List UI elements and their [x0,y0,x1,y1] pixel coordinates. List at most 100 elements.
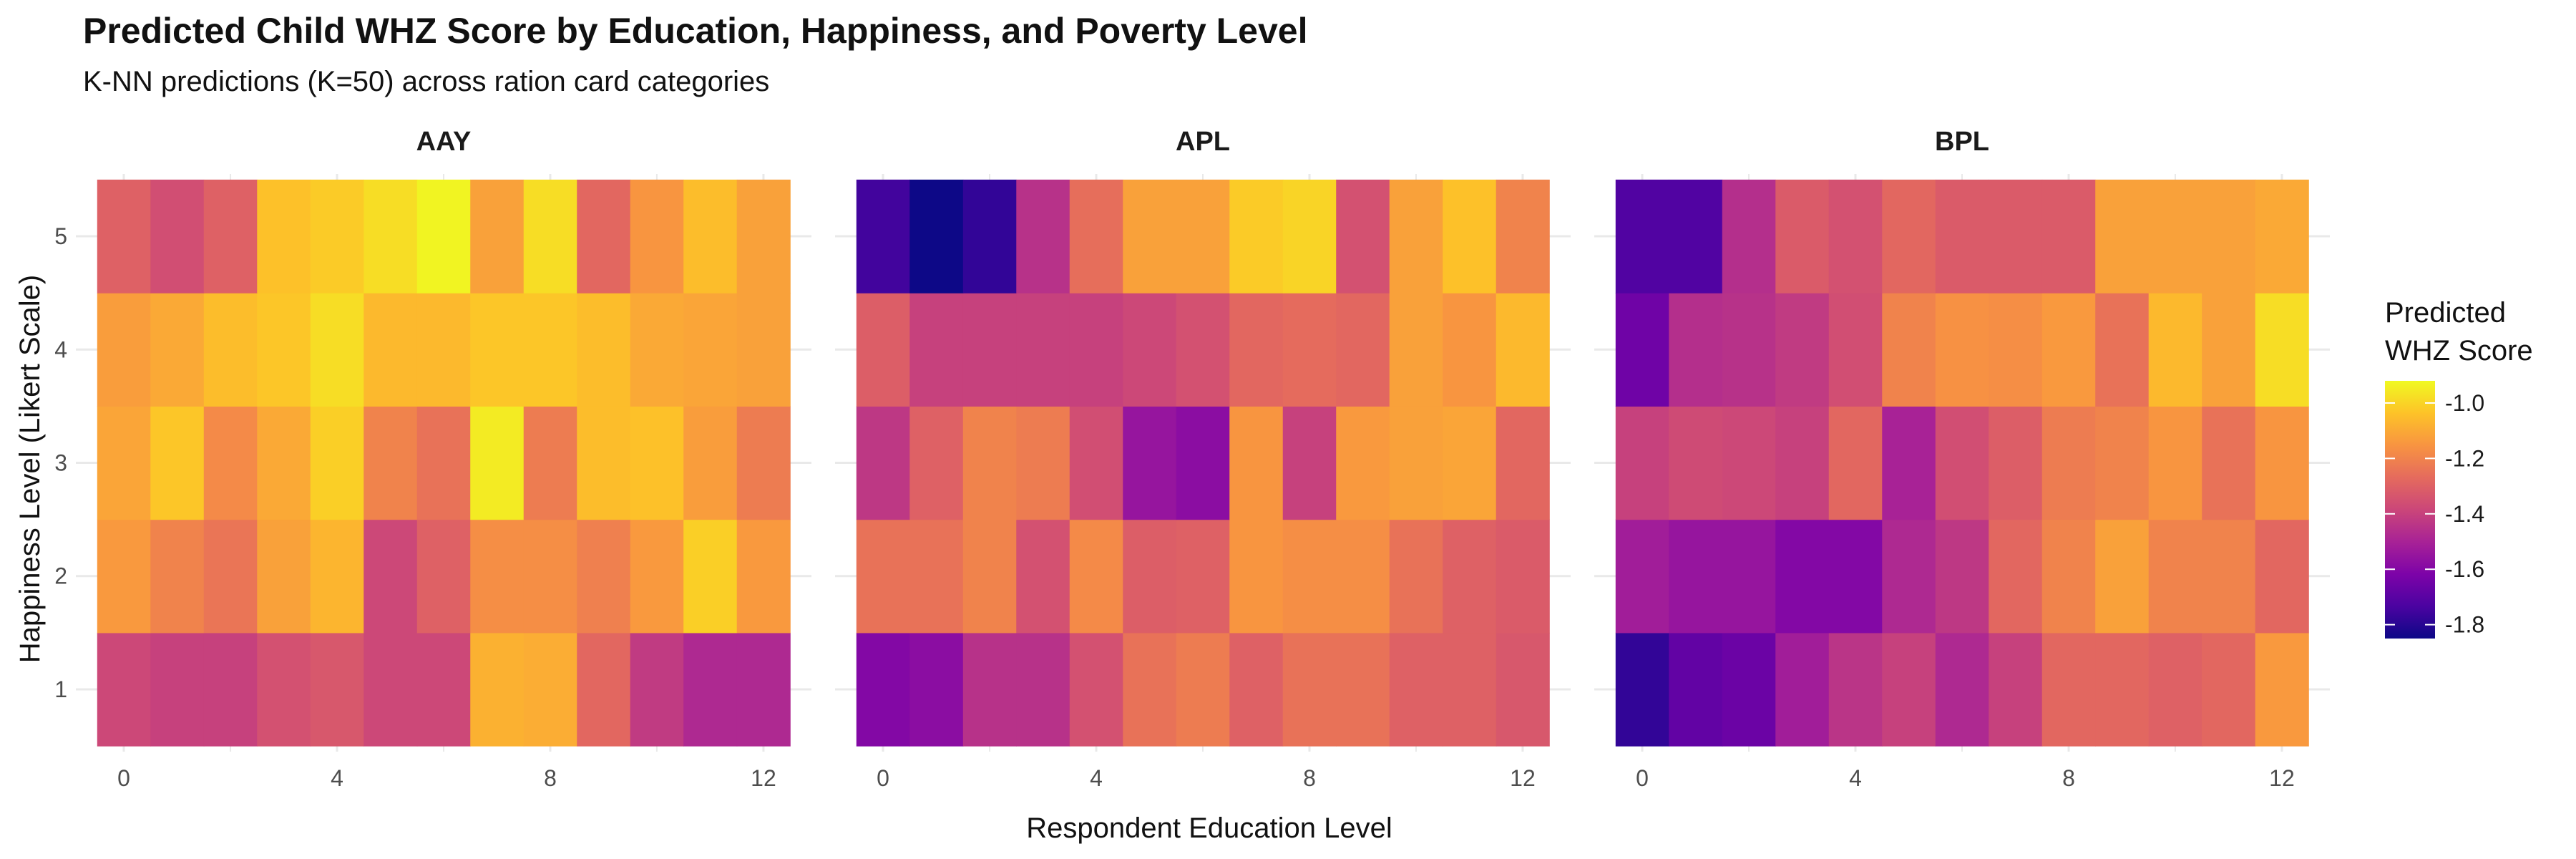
heatmap-cell [2148,179,2202,293]
heatmap-cell [203,519,258,634]
heatmap-cell [2095,179,2150,293]
heatmap-cell [523,179,577,293]
heatmap-cell [856,632,910,747]
x-tick-label: 12 [1510,765,1536,791]
heatmap-cell [1016,293,1070,407]
heatmap-cell [257,179,311,293]
heatmap-cell [856,519,910,634]
heatmap-cell [630,293,684,407]
heatmap-cell [1069,179,1123,293]
heatmap-cell [1496,179,1550,293]
legend-tick-label: -1.0 [2445,390,2484,416]
heatmap-cell [2202,293,2256,407]
heatmap-cell [470,179,525,293]
heatmap-cell [630,179,684,293]
color-legend: Predicted WHZ Score -1.0 -1.2 -1.4 -1.6 -1.8 [2385,297,2533,639]
heatmap-cell [97,632,151,747]
heatmap-cell [416,519,471,634]
heatmap-cell [310,632,364,747]
heatmap-cell [1176,519,1230,634]
heatmap-cell [1123,406,1177,520]
heatmap-cell [1176,406,1230,520]
heatmap-cell [2202,406,2256,520]
heatmap-cell [203,406,258,520]
heatmap-cell [2041,293,2096,407]
heatmap-cell [683,519,738,634]
heatmap-cell [1389,293,1443,407]
heatmap-cell [962,179,1017,293]
x-tick-label: 4 [1849,765,1862,791]
heatmap-cell [736,632,791,747]
chart-subtitle: K-NN predictions (K=50) across ration ca… [83,66,769,97]
heatmap-cell [1336,179,1390,293]
heatmap-cell [1775,293,1830,407]
legend-colorbar [2385,381,2435,639]
heatmap-cell [1282,179,1337,293]
x-tick-label: 8 [544,765,557,791]
heatmap-cell [2041,519,2096,634]
heatmap-cell [1123,179,1177,293]
heatmap-cell [577,632,631,747]
heatmap-cell [2255,519,2309,634]
heatmap-cell [2148,632,2202,747]
heatmap-cell [683,179,738,293]
heatmap-cell [1989,179,2043,293]
heatmap-cell [97,293,151,407]
heatmap-cell [1496,293,1550,407]
heatmap-cell [364,632,418,747]
heatmap-cell [1722,632,1776,747]
x-tick-label: 12 [751,765,776,791]
facet-label: BPL [1935,127,1989,157]
heatmap-cell [1176,632,1230,747]
heatmap-cell [1443,293,1497,407]
heatmap-cell [1935,293,1989,407]
heatmap-cell [736,519,791,634]
heatmap-cell [2202,519,2256,634]
heatmap-cell [1389,406,1443,520]
heatmap-cell [203,293,258,407]
x-tick-label: 8 [2062,765,2075,791]
heatmap-cell [2095,293,2150,407]
heatmap-cell [1935,179,1989,293]
x-tick-label: 4 [331,765,343,791]
heatmap-cell [683,632,738,747]
y-tick-label: 2 [54,563,67,589]
heatmap-cell [150,406,205,520]
tiles [97,179,791,747]
heatmap-cell [683,293,738,407]
heatmap-cell [1282,406,1337,520]
heatmap-cell [1615,632,1669,747]
heatmap-cell [2202,632,2256,747]
heatmap-cell [1443,179,1497,293]
heatmap-cell [97,519,151,634]
heatmap-cell [2148,519,2202,634]
heatmap-cell [1669,179,1723,293]
heatmap-cell [416,293,471,407]
heatmap-cell [962,632,1017,747]
heatmap-cell [1935,406,1989,520]
heatmap-cell [203,632,258,747]
heatmap-cell [150,519,205,634]
heatmap-cell [470,519,525,634]
heatmap-cell [2041,632,2096,747]
y-axis-title: Happiness Level (Likert Scale) [14,275,46,663]
chart-title: Predicted Child WHZ Score by Education, … [83,11,1308,51]
heatmap-cell [630,406,684,520]
heatmap-cell [150,632,205,747]
heatmap-cell [1229,293,1284,407]
heatmap-cell [1615,519,1669,634]
heatmap-cell [1443,632,1497,747]
heatmap-cell [416,406,471,520]
heatmap-cell [1669,293,1723,407]
x-tick-label: 4 [1090,765,1103,791]
heatmap-cell [1722,406,1776,520]
legend-tick-label: -1.2 [2445,445,2484,471]
heatmap-cell [1775,632,1830,747]
heatmap-cell [1176,179,1230,293]
heatmap-cell [310,519,364,634]
heatmap-cell [1336,632,1390,747]
heatmap-cell [364,406,418,520]
heatmap-cell [523,293,577,407]
